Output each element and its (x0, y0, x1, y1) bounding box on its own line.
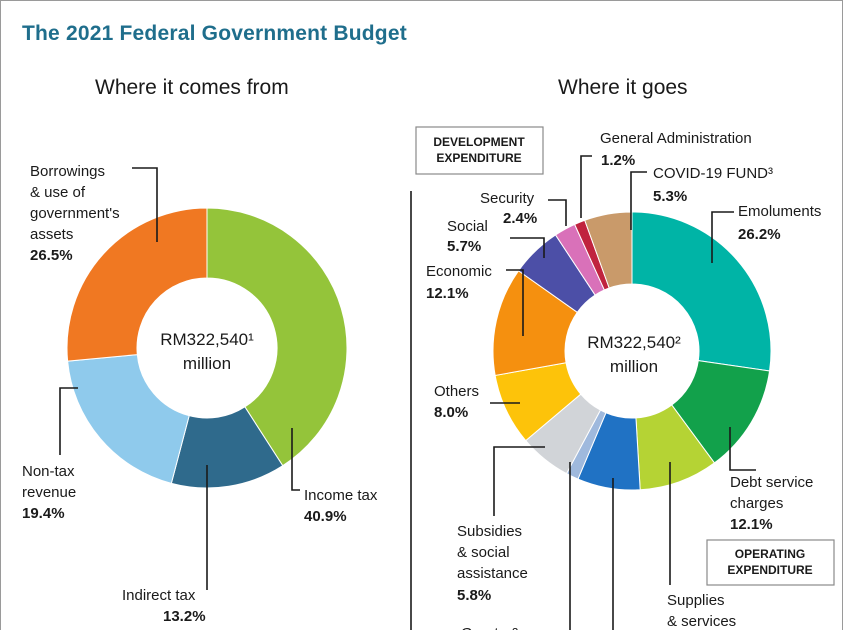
value-covid-fund: 5.3% (653, 188, 687, 205)
chart-subtitle-sources: Where it comes from (95, 76, 289, 99)
leader-line (493, 446, 545, 516)
leader-line (729, 427, 756, 471)
leader-line (510, 237, 545, 258)
label-debt-service-charges: Debt service charges (730, 474, 813, 512)
value-debt-service-charges: 12.1% (730, 516, 773, 533)
leader-line (59, 387, 78, 455)
label-indirect-tax: Indirect tax (122, 587, 196, 604)
slice-income-tax (206, 207, 348, 467)
slice-borrowings (66, 207, 208, 362)
chart-subtitle-uses: Where it goes (558, 76, 688, 99)
value-subsidies: 5.8% (457, 587, 491, 604)
label-covid-fund: COVID-19 FUND³ (653, 165, 773, 182)
value-economic: 12.1% (426, 285, 469, 302)
center-label-sources: RM322,540¹ million (160, 330, 254, 373)
label-others: Others (434, 383, 479, 400)
label-security: Security (480, 190, 535, 207)
frame-border (0, 0, 1, 630)
operating-expenditure-box (706, 539, 835, 586)
label-income-tax: Income tax (304, 487, 378, 504)
value-security: 2.4% (503, 210, 537, 227)
label-supplies-services: Supplies & services (667, 592, 736, 630)
value-indirect-tax: 13.2% (163, 608, 206, 625)
value-income-tax: 40.9% (304, 508, 347, 525)
leader-line (548, 199, 567, 226)
label-economic: Economic (426, 263, 492, 280)
value-others: 8.0% (434, 404, 468, 421)
slice-covid-19-fund (584, 211, 633, 289)
development-expenditure-box (415, 126, 544, 175)
leader-line (580, 155, 592, 218)
frame-border (0, 0, 843, 1)
leader-line (506, 269, 524, 336)
label-social: Social (447, 218, 488, 235)
value-non-tax-revenue: 19.4% (22, 505, 65, 522)
label-general-administration: General Administration (600, 130, 752, 147)
value-general-administration: 1.2% (601, 152, 635, 169)
slice-emoluments (631, 211, 772, 372)
leader-line (132, 167, 158, 242)
leader-line (291, 428, 300, 491)
center-label-uses: RM322,540² million (587, 333, 681, 376)
leader-line (630, 171, 647, 230)
label-subsidies: Subsidies & social assistance (457, 523, 528, 582)
operating-expenditure-label: OPERATING EXPENDITURE (727, 547, 812, 577)
label-grants-partial: Grants & (461, 625, 520, 630)
value-emoluments: 26.2% (738, 226, 781, 243)
label-non-tax-revenue: Non-tax revenue (22, 463, 76, 501)
value-social: 5.7% (447, 238, 481, 255)
value-borrowings: 26.5% (30, 247, 73, 264)
leader-line (711, 211, 734, 263)
label-emoluments: Emoluments (738, 203, 821, 220)
development-expenditure-label: DEVELOPMENT EXPENDITURE (433, 135, 525, 165)
label-borrowings: Borrowings & use of government's assets (30, 163, 120, 243)
page-title: The 2021 Federal Government Budget (22, 22, 407, 45)
slice-non-tax (67, 354, 190, 484)
